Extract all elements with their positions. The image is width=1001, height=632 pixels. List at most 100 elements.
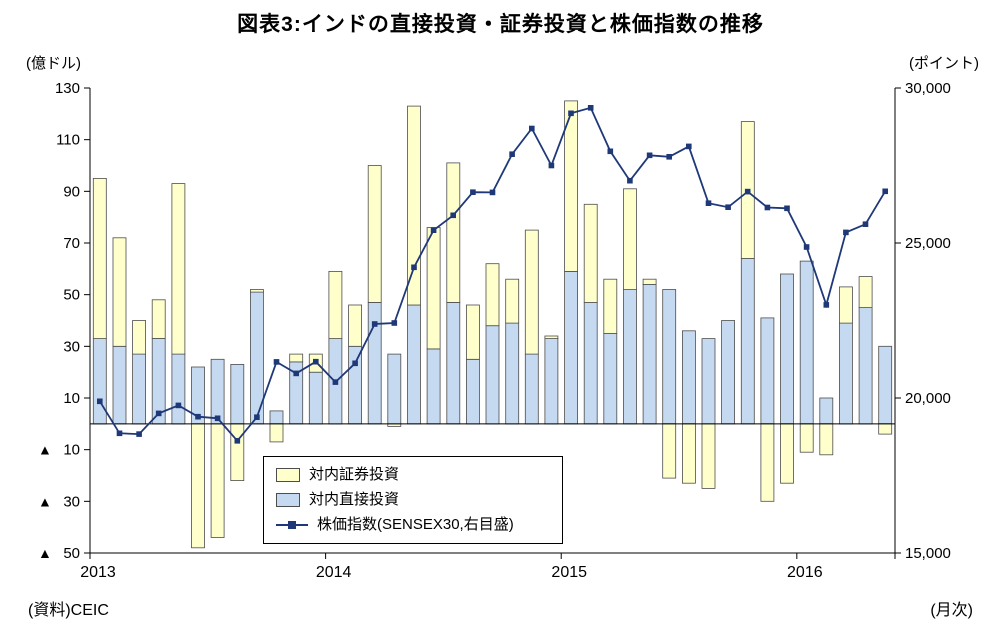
- bar-direct-investment: [348, 345, 363, 425]
- bar-portfolio-investment: [328, 270, 343, 339]
- bar-direct-investment: [544, 338, 559, 425]
- bar-direct-investment: [465, 358, 480, 425]
- bar-direct-investment: [564, 270, 578, 425]
- sensex-marker: [882, 188, 888, 195]
- negative-triangle-icon: ▲: [38, 442, 52, 458]
- negative-triangle-icon: ▲: [38, 545, 52, 561]
- sensex-marker: [175, 402, 182, 409]
- bar-portfolio-investment: [446, 162, 461, 303]
- sensex-marker: [823, 302, 830, 308]
- year-label: 2015: [551, 564, 587, 581]
- bar-direct-investment: [132, 353, 147, 425]
- sensex-marker: [155, 410, 162, 417]
- left-axis-tick-label: 50: [63, 545, 80, 562]
- bar-direct-investment: [858, 307, 873, 425]
- sensex-marker: [725, 204, 731, 210]
- bar-portfolio-investment: [799, 423, 814, 453]
- bar-portfolio-investment: [682, 423, 696, 484]
- sensex-marker: [666, 154, 672, 160]
- bar-portfolio-investment: [544, 335, 559, 339]
- bar-portfolio-investment: [348, 304, 363, 347]
- bar-portfolio-investment: [878, 423, 893, 435]
- bar-direct-investment: [819, 397, 834, 425]
- legend-label-portfolio: 対内証券投資: [309, 466, 400, 483]
- bar-portfolio-investment: [230, 423, 245, 481]
- bar-direct-investment: [760, 317, 775, 425]
- negative-triangle-icon: ▲: [38, 493, 52, 509]
- sensex-marker: [352, 360, 358, 367]
- sensex-marker: [411, 264, 417, 271]
- right-axis-tick-label: 25,000: [905, 235, 951, 252]
- bar-direct-investment: [642, 283, 657, 425]
- bar-portfolio-investment: [151, 299, 166, 339]
- bar-direct-investment: [171, 353, 186, 425]
- bar-direct-investment: [603, 332, 618, 425]
- bar-portfolio-investment: [132, 320, 147, 355]
- bar-portfolio-investment: [662, 423, 677, 479]
- sensex-marker: [97, 398, 103, 405]
- sensex-marker: [214, 415, 221, 422]
- frequency-note: (月次): [930, 602, 973, 619]
- legend-item-portfolio: 対内証券投資: [276, 466, 550, 484]
- left-axis-tick-label: 10: [63, 442, 80, 459]
- year-label: 2016: [787, 564, 823, 581]
- sensex-marker: [430, 227, 437, 233]
- legend-label-sensex: 株価指数(SENSEX30,右目盛): [317, 516, 514, 533]
- right-axis-tick-label: 30,000: [905, 80, 951, 97]
- sensex-marker: [234, 438, 241, 444]
- legend-label-direct: 対内直接投資: [309, 491, 400, 508]
- right-axis-tick-label: 15,000: [905, 545, 951, 562]
- bar-direct-investment: [721, 320, 735, 425]
- sensex-marker: [293, 370, 299, 377]
- sensex-marker: [803, 244, 810, 250]
- bar-portfolio-investment: [249, 289, 264, 293]
- sensex-marker: [116, 430, 123, 437]
- sensex-marker: [332, 379, 339, 385]
- bar-portfolio-investment: [426, 227, 441, 350]
- left-axis-tick-label: 30: [63, 338, 80, 355]
- sensex-marker: [509, 151, 515, 157]
- bar-portfolio-investment: [112, 237, 127, 347]
- sensex-marker: [587, 105, 594, 111]
- bar-direct-investment: [740, 258, 755, 425]
- bar-portfolio-investment: [760, 423, 775, 502]
- bar-direct-investment: [269, 410, 284, 425]
- bar-portfolio-investment: [92, 177, 107, 339]
- bar-direct-investment: [426, 348, 441, 425]
- bar-portfolio-investment: [701, 423, 716, 489]
- bar-portfolio-investment: [603, 278, 618, 334]
- left-axis-tick-label: 50: [63, 287, 80, 304]
- sensex-marker: [764, 204, 771, 211]
- bar-portfolio-investment: [583, 203, 598, 303]
- legend-item-sensex: 株価指数(SENSEX30,右目盛): [276, 516, 550, 534]
- bar-direct-investment: [308, 371, 323, 425]
- bar-portfolio-investment: [485, 263, 500, 327]
- sensex-marker: [450, 212, 456, 219]
- sensex-marker: [470, 189, 476, 195]
- bar-portfolio-investment: [623, 188, 637, 291]
- bar-direct-investment: [524, 353, 539, 425]
- bar-portfolio-investment: [210, 423, 225, 538]
- bar-direct-investment: [112, 345, 127, 425]
- legend-item-direct: 対内直接投資: [276, 491, 550, 509]
- chart-title: 図表3:インドの直接投資・証券投資と株価指数の推移: [237, 13, 764, 36]
- left-axis-tick-label: 130: [55, 80, 80, 97]
- sensex-marker: [391, 320, 398, 326]
- bar-direct-investment: [799, 260, 814, 425]
- left-axis-tick-label: 110: [56, 132, 80, 149]
- sensex-marker: [273, 359, 280, 365]
- bar-portfolio-investment: [505, 278, 520, 324]
- direct-investment-swatch-icon: [276, 493, 300, 507]
- sensex-marker: [705, 200, 712, 206]
- sensex-marker: [548, 162, 555, 169]
- bar-direct-investment: [485, 325, 500, 425]
- bar-direct-investment: [387, 353, 402, 425]
- sensex-marker: [313, 358, 319, 365]
- bar-direct-investment: [446, 301, 461, 425]
- sensex-marker: [646, 152, 653, 159]
- left-axis-tick-label: 90: [63, 183, 80, 200]
- sensex-marker: [568, 110, 574, 117]
- bar-portfolio-investment: [269, 423, 284, 443]
